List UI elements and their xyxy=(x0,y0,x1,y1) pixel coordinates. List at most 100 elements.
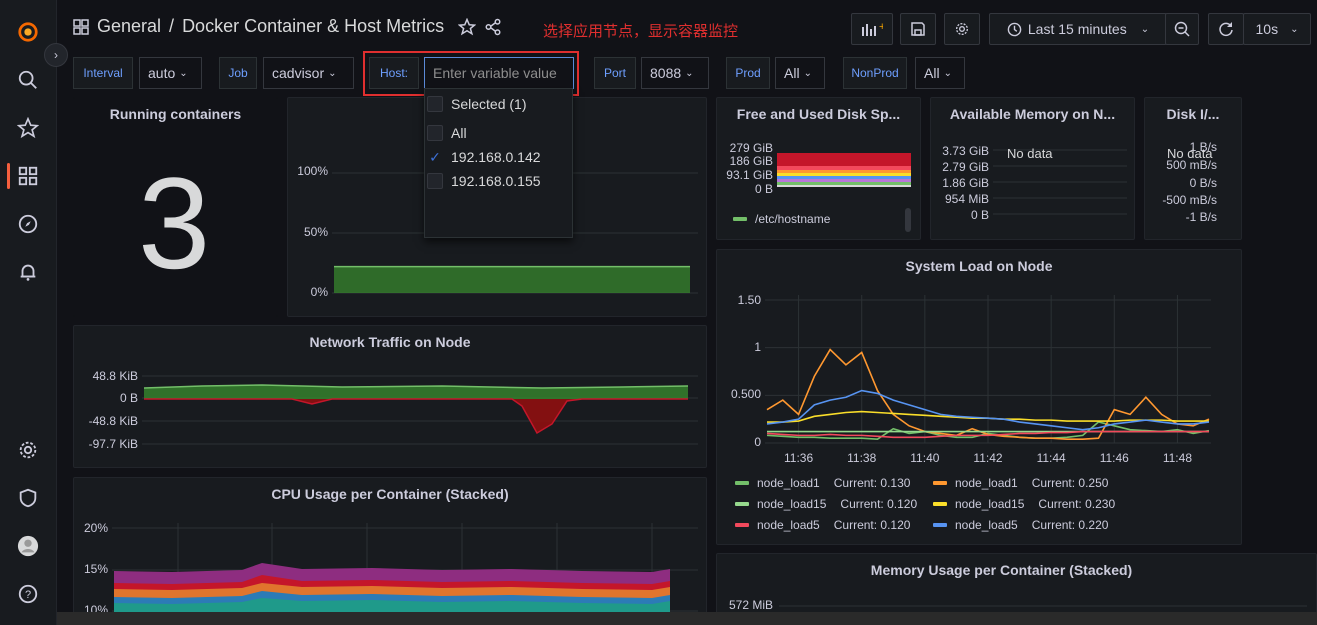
refresh-interval-picker[interactable]: 10s ⌄ xyxy=(1243,13,1311,45)
search-icon[interactable] xyxy=(14,66,42,94)
var-job-value: cadvisor xyxy=(272,65,325,81)
cpu-stacked-graph xyxy=(112,523,698,623)
zoom-out-button[interactable] xyxy=(1165,13,1199,45)
dashboard-title[interactable]: Docker Container & Host Metrics xyxy=(182,16,445,36)
legend-label: node_load1 xyxy=(955,476,1018,490)
legend-scrollbar[interactable] xyxy=(905,208,911,232)
panel-available-memory: Available Memory on N... 3.73 GiB 2.79 G… xyxy=(930,97,1135,240)
y-tick: 15% xyxy=(83,562,108,576)
y-tick: 0.500 xyxy=(730,387,761,401)
y-tick: 0 xyxy=(754,435,761,449)
var-job-select[interactable]: cadvisor ⌄ xyxy=(263,57,354,89)
checkbox[interactable] xyxy=(427,96,443,112)
var-port-select[interactable]: 8088 ⌄ xyxy=(641,57,709,89)
var-host-label: Host: xyxy=(369,57,419,89)
dashboard-grid-icon xyxy=(73,18,89,35)
expand-sidebar-button[interactable]: › xyxy=(44,43,68,67)
host-dropdown-menu: Selected (1) All ✓ 192.168.0.142 192.168.0.… xyxy=(424,88,573,238)
shield-icon[interactable] xyxy=(14,484,42,512)
dropdown-option[interactable]: ✓ 192.168.0.142 xyxy=(427,146,541,168)
x-axis: 11:36 11:38 11:40 11:42 11:44 11:46 11:48 xyxy=(765,451,1213,467)
dropdown-selected-header[interactable]: Selected (1) xyxy=(427,93,526,115)
dropdown-option-label: 192.168.0.142 xyxy=(451,149,541,165)
panel-title: Disk I/... xyxy=(1166,106,1220,122)
disk-space-graph xyxy=(777,153,911,187)
y-tick: 0 B xyxy=(754,182,773,196)
dropdown-option[interactable]: All xyxy=(427,122,467,144)
panel-title: Memory Usage per Container (Stacked) xyxy=(870,562,1133,578)
y-tick: 20% xyxy=(83,521,108,535)
panel-system-load: System Load on Node 1.50 1 0.500 0 11:36… xyxy=(716,249,1242,545)
panel-title: Running containers xyxy=(109,106,242,122)
var-prod-select[interactable]: All ⌄ xyxy=(775,57,825,89)
bottom-overlay-strip xyxy=(57,612,1317,625)
legend-item[interactable]: node_load1 Current: 0.130 xyxy=(735,476,910,490)
chevron-down-icon: ⌄ xyxy=(328,67,337,79)
help-icon[interactable]: ? xyxy=(14,580,42,608)
svg-text:?: ? xyxy=(25,589,31,601)
no-data-text: No data xyxy=(1167,146,1213,161)
var-nonprod-select[interactable]: All ⌄ xyxy=(915,57,965,89)
y-tick: 1.50 xyxy=(737,293,761,307)
save-dashboard-button[interactable] xyxy=(900,13,936,45)
legend-swatch xyxy=(933,481,947,485)
legend-item[interactable]: node_load5 Current: 0.220 xyxy=(933,518,1108,532)
dropdown-option-label: 192.168.0.155 xyxy=(451,173,541,189)
alerting-bell-icon[interactable] xyxy=(14,258,42,286)
y-tick: 0 B xyxy=(119,391,138,405)
legend-item[interactable]: /etc/hostname xyxy=(733,212,830,226)
legend-item[interactable]: node_load15 Current: 0.230 xyxy=(933,497,1115,511)
memory-stacked-graph xyxy=(779,605,1307,607)
x-tick: 11:44 xyxy=(1036,451,1066,465)
var-interval-select[interactable]: auto ⌄ xyxy=(139,57,202,89)
y-tick: 1 B/s xyxy=(1189,140,1217,154)
checkbox-checked[interactable]: ✓ xyxy=(429,148,441,165)
refresh-button[interactable] xyxy=(1208,13,1244,45)
gear-icon xyxy=(956,23,968,35)
share-icon[interactable] xyxy=(484,18,502,36)
cpu-usage-graph xyxy=(332,172,698,294)
save-icon xyxy=(911,22,925,36)
y-tick: -500 mB/s xyxy=(1162,193,1217,207)
refresh-interval-label: 10s xyxy=(1255,21,1279,37)
chevron-down-icon: ⌄ xyxy=(803,67,812,79)
legend-item[interactable]: node_load15 Current: 0.120 xyxy=(735,497,917,511)
breadcrumb-folder[interactable]: General xyxy=(97,16,162,36)
favorite-star-icon[interactable] xyxy=(458,17,477,36)
settings-gear-icon[interactable] xyxy=(14,436,42,464)
y-tick: 1 xyxy=(754,340,761,354)
dashboard-settings-button[interactable] xyxy=(944,13,980,45)
explore-compass-icon[interactable] xyxy=(14,210,42,238)
chevron-down-icon: ⌄ xyxy=(1140,23,1150,35)
legend-item[interactable]: node_load1 Current: 0.250 xyxy=(933,476,1108,490)
legend-item[interactable]: node_load5 Current: 0.120 xyxy=(735,518,910,532)
user-avatar-icon[interactable] xyxy=(14,532,42,560)
host-variable-input[interactable]: Enter variable value xyxy=(424,57,574,89)
y-tick: 186 GiB xyxy=(729,154,773,168)
legend-current: Current: 0.120 xyxy=(840,497,918,511)
network-traffic-graph xyxy=(142,375,698,445)
checkbox[interactable] xyxy=(427,173,443,189)
y-tick: 100% xyxy=(297,164,328,178)
grafana-logo-icon[interactable] xyxy=(14,18,42,46)
add-panel-button[interactable]: + xyxy=(851,13,893,45)
star-icon[interactable] xyxy=(14,114,42,142)
panel-disk-space: Free and Used Disk Sp... 279 GiB 186 GiB… xyxy=(716,97,921,240)
dashboards-icon[interactable] xyxy=(14,162,42,190)
legend-swatch xyxy=(933,523,947,527)
dropdown-option[interactable]: 192.168.0.155 xyxy=(427,170,541,192)
series-line-node_load5 xyxy=(766,389,1210,431)
var-job-label: Job xyxy=(219,57,257,89)
panel-network-traffic: Network Traffic on Node 48.8 KiB 0 B -48… xyxy=(73,325,707,468)
checkbox[interactable] xyxy=(427,125,443,141)
var-nonprod-value: All xyxy=(924,65,940,81)
var-nonprod-label: NonProd xyxy=(843,57,907,89)
legend-current: Current: 0.220 xyxy=(1031,518,1109,532)
legend-swatch xyxy=(735,502,749,506)
dropdown-selected-label: Selected (1) xyxy=(451,96,527,112)
panel-cpu-stacked: CPU Usage per Container (Stacked) 20% 15… xyxy=(73,477,707,625)
y-tick: 0 B xyxy=(970,208,989,222)
time-range-picker[interactable]: Last 15 minutes ⌄ xyxy=(989,13,1167,45)
y-tick: 279 GiB xyxy=(729,141,773,155)
svg-text:+: + xyxy=(879,21,883,33)
